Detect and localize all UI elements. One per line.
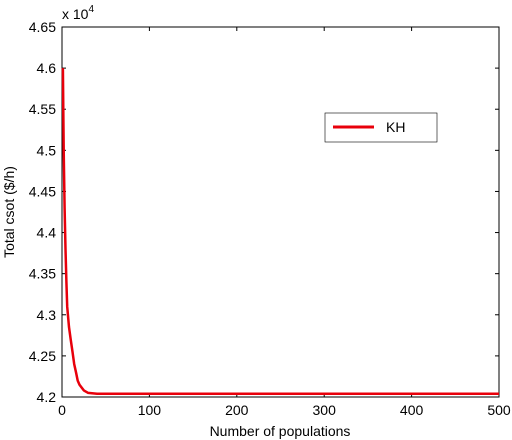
- top-axis-ticks: [61, 27, 500, 31]
- y-tick-label: 4.25: [29, 348, 56, 364]
- x-tick-label: 0: [58, 402, 66, 418]
- y-axis-title: Total csot ($/h): [1, 166, 17, 258]
- x-tick-label: 400: [400, 402, 424, 418]
- series-layer: [61, 68, 499, 395]
- series-line-kh: [61, 68, 499, 395]
- x-tick-label: 100: [138, 402, 162, 418]
- x-axis-ticks: 0 100 200 300 400 500: [58, 393, 511, 418]
- x-tick-label: 300: [313, 402, 337, 418]
- legend-label-kh: KH: [386, 119, 405, 135]
- plot-area: [61, 26, 500, 398]
- y-tick-label: 4.35: [29, 266, 56, 282]
- y-tick-label: 4.45: [29, 183, 56, 199]
- y-tick-label: 4.3: [37, 307, 57, 323]
- y-tick-label: 4.6: [37, 60, 57, 76]
- y-axis-ticks: 4.2 4.25 4.3 4.35 4.4 4.45 4.5 4.55 4.6 4.65: [29, 19, 499, 405]
- y-tick-label: 4.65: [29, 19, 56, 35]
- y-tick-label: 4.5: [37, 142, 57, 158]
- y-tick-label: 4.4: [37, 225, 57, 241]
- x-tick-label: 200: [225, 402, 249, 418]
- y-multiplier-base: x 10: [62, 6, 89, 22]
- y-tick-label: 4.2: [37, 389, 57, 405]
- x-tick-label: 500: [487, 402, 511, 418]
- legend: KH: [324, 112, 438, 143]
- y-tick-label: 4.55: [29, 101, 56, 117]
- x-axis-title: Number of populations: [210, 423, 351, 439]
- y-multiplier-exponent: 4: [88, 4, 94, 15]
- y-multiplier: x 104: [62, 4, 94, 22]
